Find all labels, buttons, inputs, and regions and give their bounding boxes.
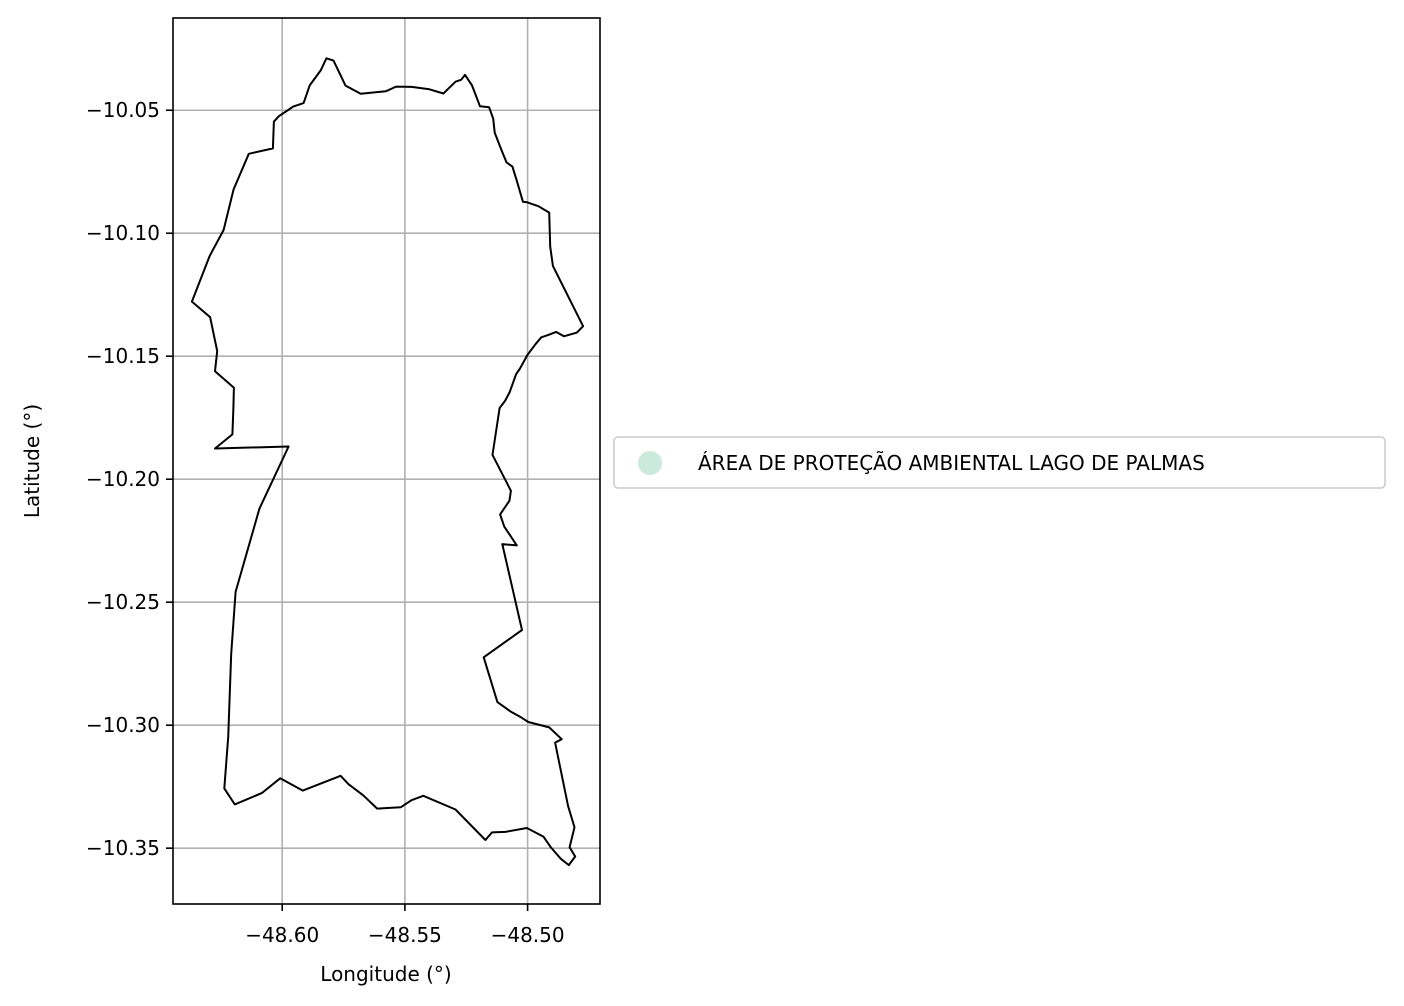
legend-label: ÁREA DE PROTEÇÃO AMBIENTAL LAGO DE PALMA… <box>698 451 1205 475</box>
plot-frame <box>172 17 601 905</box>
y-tick-label: −10.25 <box>86 590 160 614</box>
x-tick-label: −48.55 <box>368 923 442 947</box>
legend: ÁREA DE PROTEÇÃO AMBIENTAL LAGO DE PALMA… <box>613 436 1386 489</box>
y-tick-label: −10.30 <box>86 713 160 737</box>
y-gridlines <box>173 109 600 849</box>
x-tick-label: −48.60 <box>245 923 319 947</box>
x-axis: −48.60 −48.55 −48.50 <box>245 904 565 947</box>
protected-area-boundary <box>190 57 585 867</box>
y-tick-label: −10.15 <box>86 344 160 368</box>
y-tick-label: −10.20 <box>86 467 160 491</box>
y-tick-label: −10.35 <box>86 836 160 860</box>
plot-area <box>172 17 601 905</box>
x-axis-title: Longitude (°) <box>320 962 451 986</box>
y-axis: −10.05 −10.10 −10.15 −10.20 −10.25 −10.30 −10.… <box>86 98 173 860</box>
x-tick-label: −48.50 <box>491 923 565 947</box>
y-tick-label: −10.05 <box>86 98 160 122</box>
legend-marker <box>638 451 662 475</box>
y-tick-label: −10.10 <box>86 221 160 245</box>
legend-box <box>613 436 1386 489</box>
y-axis-title: Latitude (°) <box>20 404 44 518</box>
